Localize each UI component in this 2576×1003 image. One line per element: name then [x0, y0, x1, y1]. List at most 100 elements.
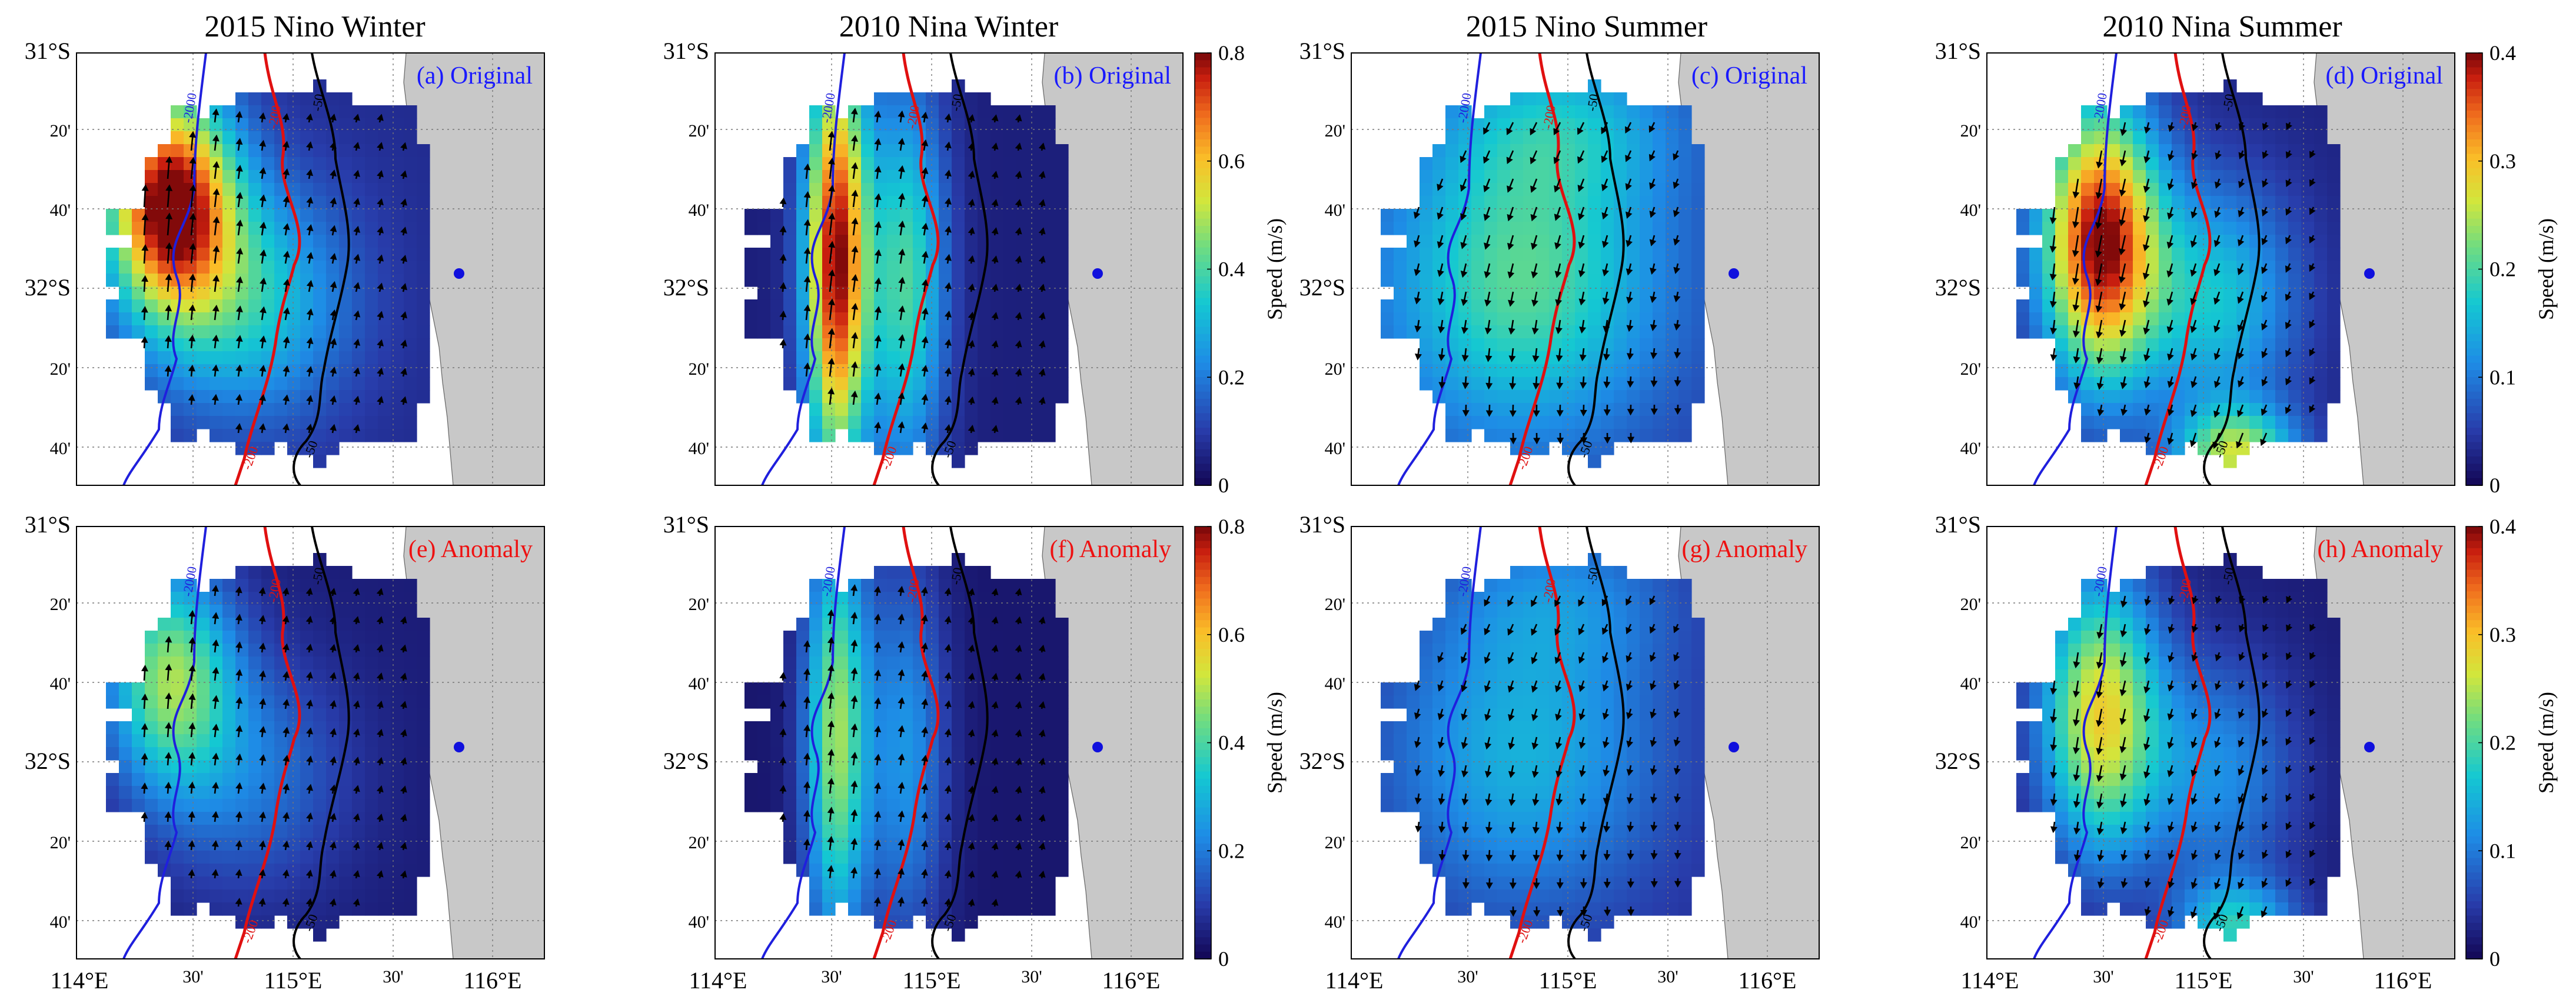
- speed-cell: [365, 631, 378, 644]
- speed-cell: [313, 902, 327, 916]
- arrowhead: [330, 225, 337, 232]
- arrowhead: [2191, 124, 2199, 132]
- speed-cell: [417, 864, 430, 877]
- speed-cell: [339, 248, 353, 261]
- speed-cell: [171, 631, 184, 644]
- speed-cell: [2055, 261, 2069, 274]
- speed-cell: [1445, 390, 1459, 404]
- speed-cell: [2107, 157, 2120, 171]
- speed-cell: [339, 877, 353, 890]
- speed-cell: [939, 325, 952, 339]
- arrowhead: [1578, 298, 1586, 306]
- arrowhead: [1553, 128, 1560, 136]
- speed-cell: [248, 915, 262, 929]
- speed-cell: [861, 261, 875, 274]
- speed-cell: [287, 144, 301, 158]
- arrowhead: [259, 167, 267, 174]
- speed-cell: [106, 799, 119, 812]
- arrowhead: [376, 701, 384, 708]
- speed-cell: [352, 877, 365, 890]
- arrowhead: [2285, 179, 2292, 188]
- speed-cell: [861, 812, 875, 825]
- latitude-tick: 31°S: [663, 38, 709, 64]
- speed-cell: [132, 786, 145, 799]
- speed-cell: [235, 773, 249, 787]
- speed-cell: [1640, 403, 1653, 416]
- speed-cell: [352, 416, 365, 429]
- speed-cell: [887, 312, 900, 326]
- speed-cell: [119, 695, 132, 709]
- speed-cell: [1497, 338, 1511, 352]
- speed-cell: [404, 902, 417, 916]
- speed-cell: [822, 618, 836, 631]
- speed-cell: [861, 682, 875, 696]
- arrowhead: [330, 281, 337, 288]
- speed-cell: [326, 915, 340, 929]
- arrowhead: [828, 269, 836, 276]
- speed-cell: [2198, 235, 2211, 248]
- speed-cell: [796, 274, 810, 287]
- speed-cell: [1042, 351, 1056, 365]
- speed-cell: [222, 579, 236, 592]
- speed-cell: [874, 429, 888, 442]
- speed-cell: [887, 669, 900, 683]
- speed-cell: [965, 403, 978, 416]
- speed-cell: [184, 416, 197, 429]
- speed-cell: [1497, 312, 1511, 326]
- arrowhead: [1556, 382, 1564, 389]
- speed-cell: [339, 170, 353, 184]
- speed-cell: [2107, 299, 2120, 313]
- speed-cell: [2133, 364, 2146, 378]
- speed-cell: [1003, 605, 1017, 618]
- speed-cell: [952, 209, 965, 222]
- speed-cell: [119, 312, 132, 326]
- speed-cell: [2172, 429, 2185, 442]
- speed-cell: [326, 760, 340, 774]
- speed-cell: [313, 235, 327, 248]
- speed-cell: [990, 579, 1004, 592]
- speed-cell: [926, 799, 939, 812]
- speed-cell: [874, 183, 888, 196]
- speed-cell: [326, 889, 340, 903]
- arrowhead: [212, 752, 220, 760]
- speed-cell: [145, 825, 158, 838]
- speed-cell: [2211, 299, 2224, 313]
- speed-cell: [2236, 299, 2250, 313]
- speed-cell: [952, 579, 965, 592]
- speed-cell: [2133, 286, 2146, 300]
- speed-cell: [835, 157, 849, 171]
- speed-cell: [378, 183, 391, 196]
- speed-cell: [274, 235, 288, 248]
- speed-cell: [184, 325, 197, 339]
- speed-cell: [1381, 248, 1394, 261]
- speed-cell: [783, 261, 797, 274]
- speed-cell: [2042, 235, 2056, 248]
- arrowhead: [235, 782, 243, 789]
- speed-cell: [2159, 390, 2172, 404]
- speed-cell: [326, 657, 340, 670]
- speed-cell: [952, 325, 965, 339]
- speed-cell: [809, 657, 823, 670]
- speed-cell: [1627, 209, 1640, 222]
- speed-cell: [352, 708, 365, 722]
- speed-cell: [978, 618, 991, 631]
- speed-cell: [106, 222, 119, 235]
- speed-cell: [744, 312, 758, 326]
- speed-cell: [848, 235, 862, 248]
- speed-cell: [1471, 222, 1485, 235]
- speed-cell: [171, 183, 184, 196]
- speed-cell: [2081, 377, 2095, 391]
- speed-cell: [1614, 403, 1627, 416]
- speed-cell: [197, 183, 210, 196]
- speed-cell: [1640, 196, 1653, 209]
- arrowhead: [2143, 327, 2150, 335]
- speed-cell: [1042, 209, 1056, 222]
- speed-cell: [1691, 338, 1705, 352]
- speed-cell: [770, 734, 784, 748]
- speed-cell: [990, 631, 1004, 644]
- speed-cell: [197, 799, 210, 812]
- speed-cell: [417, 773, 430, 787]
- speed-cell: [2211, 261, 2224, 274]
- arrowhead: [991, 312, 999, 319]
- speed-cell: [300, 235, 314, 248]
